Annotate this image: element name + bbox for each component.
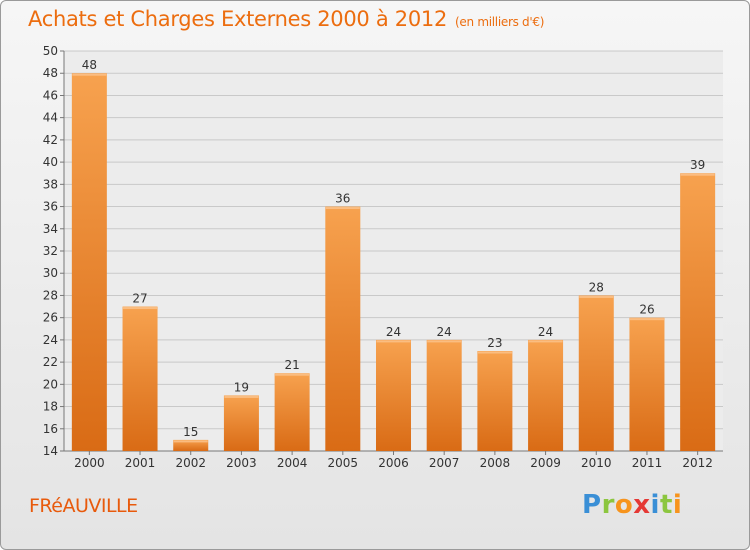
y-tick-label: 16	[43, 422, 58, 436]
bar	[578, 295, 614, 451]
bar	[223, 395, 259, 451]
y-tick-label: 20	[43, 377, 58, 391]
logo-letter: i	[672, 490, 683, 520]
y-tick-label: 32	[43, 244, 58, 258]
data-label: 27	[132, 292, 147, 306]
bar	[376, 339, 411, 451]
chart-title: Achats et Charges Externes 2000 à 2012 (e…	[28, 7, 544, 31]
logo-letter: r	[601, 490, 615, 520]
data-label: 28	[589, 280, 604, 294]
data-label: 15	[183, 425, 198, 439]
y-tick-label: 42	[43, 133, 58, 147]
data-label: 23	[487, 336, 502, 350]
data-label: 48	[82, 58, 97, 72]
y-tick-label: 44	[43, 111, 58, 125]
x-tick-label: 2012	[682, 456, 713, 470]
bar-highlight	[325, 207, 360, 210]
bar-highlight	[123, 307, 158, 310]
y-tick-label: 50	[43, 44, 58, 58]
data-label: 24	[437, 325, 452, 339]
data-label: 26	[639, 303, 654, 317]
x-tick-label: 2004	[277, 456, 308, 470]
data-label: 24	[538, 325, 553, 339]
proxiti-logo: Proxiti	[582, 490, 682, 520]
chart-subtitle: (en milliers d'€)	[455, 15, 545, 29]
bar	[173, 439, 209, 451]
bar	[71, 73, 107, 451]
x-tick-label: 2005	[328, 456, 359, 470]
x-tick-label: 2003	[226, 456, 257, 470]
bar-highlight	[579, 295, 614, 298]
logo-letter: i	[650, 490, 660, 520]
logo-letter: o	[614, 490, 634, 520]
x-tick-label: 2008	[480, 456, 511, 470]
chart-title-text: Achats et Charges Externes 2000 à 2012	[28, 7, 448, 31]
y-tick-label: 46	[43, 88, 58, 102]
y-tick-label: 30	[43, 266, 58, 280]
data-label: 24	[386, 325, 401, 339]
bar-highlight	[680, 173, 715, 176]
bar	[680, 173, 716, 451]
bar	[274, 373, 310, 451]
bar	[477, 351, 513, 451]
town-name: FRéAUVILLE	[29, 495, 138, 517]
bar-highlight	[275, 373, 310, 376]
logo-letter: P	[582, 490, 602, 520]
bar-highlight	[173, 440, 208, 443]
x-tick-label: 2000	[74, 456, 105, 470]
bar-highlight	[72, 73, 107, 76]
bar-highlight	[477, 351, 512, 354]
bar-highlight	[224, 395, 259, 398]
y-tick-label: 36	[43, 200, 58, 214]
logo-letter: x	[633, 490, 651, 520]
bar-highlight	[376, 340, 411, 343]
data-label: 39	[690, 158, 705, 172]
bar	[325, 206, 361, 451]
x-tick-label: 2011	[632, 456, 663, 470]
bar-highlight	[629, 318, 664, 321]
data-label: 19	[234, 380, 249, 394]
bar	[122, 306, 158, 451]
y-tick-label: 24	[43, 333, 58, 347]
y-tick-label: 18	[43, 400, 58, 414]
data-label: 36	[335, 192, 350, 206]
x-tick-label: 2002	[175, 456, 206, 470]
x-tick-label: 2001	[125, 456, 156, 470]
x-tick-label: 2007	[429, 456, 460, 470]
y-tick-label: 38	[43, 177, 58, 191]
x-tick-label: 2009	[530, 456, 561, 470]
y-tick-label: 40	[43, 155, 58, 169]
bar	[426, 339, 462, 451]
y-tick-label: 26	[43, 311, 58, 325]
logo-letter: t	[659, 490, 673, 520]
y-tick-label: 34	[43, 222, 58, 236]
x-tick-label: 2006	[378, 456, 409, 470]
y-tick-label: 48	[43, 66, 58, 80]
bar	[629, 317, 665, 451]
bar-highlight	[528, 340, 563, 343]
data-label: 21	[284, 358, 299, 372]
bar	[528, 339, 564, 451]
bar-highlight	[427, 340, 462, 343]
x-tick-label: 2010	[581, 456, 612, 470]
y-tick-label: 28	[43, 288, 58, 302]
y-tick-label: 22	[43, 355, 58, 369]
y-tick-label: 14	[43, 444, 58, 458]
